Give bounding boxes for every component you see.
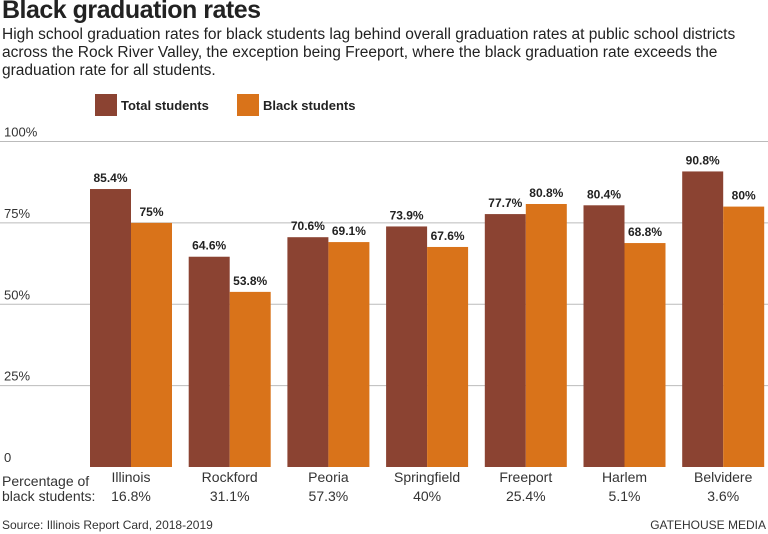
y-tick-label: 0 (4, 450, 11, 465)
y-tick-label: 75% (4, 206, 30, 221)
data-label: 77.7% (488, 196, 522, 210)
black-student-share: 16.8% (111, 488, 151, 504)
bar (90, 189, 131, 467)
black-student-share: 40% (413, 488, 441, 504)
black-student-share: 31.1% (210, 488, 250, 504)
data-label: 68.8% (628, 225, 662, 239)
data-label: 90.8% (686, 153, 720, 167)
data-label: 73.9% (390, 208, 424, 222)
chart-title: Black graduation rates (2, 0, 261, 24)
y-tick-label: 25% (4, 369, 30, 384)
credit: GATEHOUSE MEDIA (650, 518, 766, 532)
black-student-share: 25.4% (506, 488, 546, 504)
bar (484, 214, 526, 467)
bar (624, 243, 666, 467)
data-label: 80.4% (587, 187, 621, 201)
data-label: 80.8% (529, 186, 563, 200)
y-tick-label: 100% (4, 125, 38, 140)
legend-swatch (95, 94, 117, 116)
category-label: Illinois (112, 469, 151, 485)
secondary-label: black students: (2, 488, 95, 504)
legend-swatch (237, 94, 259, 116)
data-label: 53.8% (233, 274, 267, 288)
data-label: 80% (732, 189, 756, 203)
bar (131, 222, 172, 467)
bar (525, 203, 567, 467)
bar (188, 256, 230, 467)
source-note: Source: Illinois Report Card, 2018-2019 (2, 518, 213, 532)
bar (328, 242, 370, 467)
category-label: Rockford (202, 469, 258, 485)
bar (386, 226, 428, 467)
data-label: 64.6% (192, 239, 226, 253)
bar (583, 205, 625, 467)
legend-label: Black students (263, 98, 355, 113)
category-label: Freeport (499, 469, 552, 485)
bar (427, 246, 469, 467)
black-student-share: 57.3% (309, 488, 349, 504)
category-label: Peoria (308, 469, 349, 485)
legend-label: Total students (121, 98, 209, 113)
y-tick-label: 50% (4, 287, 30, 302)
bar (723, 206, 765, 467)
bar (682, 171, 724, 468)
category-label: Belvidere (694, 469, 753, 485)
data-label: 67.6% (431, 229, 465, 243)
bar (287, 237, 329, 467)
data-label: 75% (139, 205, 163, 219)
category-label: Springfield (394, 469, 460, 485)
chart-subtitle: High school graduation rates for black s… (2, 26, 736, 79)
category-label: Harlem (602, 469, 647, 485)
data-label: 85.4% (93, 171, 127, 185)
data-label: 70.6% (291, 219, 325, 233)
black-student-share: 3.6% (707, 488, 739, 504)
secondary-label: Percentage of (2, 473, 89, 489)
data-label: 69.1% (332, 224, 366, 238)
black-student-share: 5.1% (609, 488, 641, 504)
bar (229, 291, 271, 467)
